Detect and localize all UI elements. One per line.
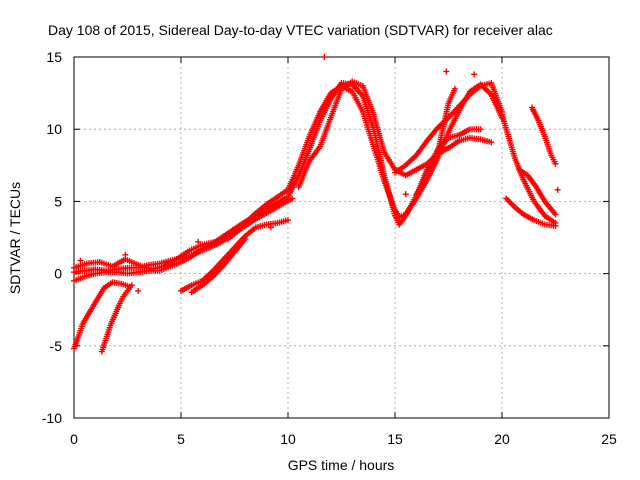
chart-title: Day 108 of 2015, Sidereal Day-to-day VTE… xyxy=(48,22,553,38)
data-point xyxy=(267,224,274,231)
data-point xyxy=(488,139,495,146)
data-point xyxy=(122,251,129,258)
data-point xyxy=(552,211,559,218)
data-point xyxy=(289,195,296,202)
x-axis-label: GPS time / hours xyxy=(288,457,395,473)
data-point xyxy=(451,85,458,92)
x-tick-label: 15 xyxy=(387,431,403,447)
data-point xyxy=(471,71,478,78)
axis-ticks xyxy=(73,56,610,419)
series-track-n xyxy=(528,104,559,167)
y-tick-label: 0 xyxy=(54,266,62,282)
x-tick-label: 10 xyxy=(280,431,296,447)
series-track-j xyxy=(71,195,296,273)
data-point xyxy=(321,54,328,60)
series-track-c xyxy=(295,78,495,190)
y-tick-label: -10 xyxy=(42,410,62,426)
data-point xyxy=(128,282,135,289)
x-tick-label: 25 xyxy=(601,431,617,447)
x-tick-label: 20 xyxy=(494,431,510,447)
data-point xyxy=(135,287,142,294)
data-point xyxy=(552,222,559,229)
data-point xyxy=(554,186,561,193)
grid xyxy=(74,57,609,418)
series-track-b xyxy=(71,79,484,284)
y-tick-label: 15 xyxy=(46,49,62,65)
y-tick-label: 10 xyxy=(46,121,62,137)
data-point xyxy=(77,257,84,264)
data-point xyxy=(477,126,484,133)
series-track-k xyxy=(499,111,559,227)
data-point xyxy=(242,235,249,242)
data-points xyxy=(71,54,561,355)
series-track-e xyxy=(413,85,458,198)
series-track-m xyxy=(516,166,559,218)
series-track-g xyxy=(188,235,249,296)
data-point xyxy=(443,68,450,75)
y-tick-label: 5 xyxy=(54,193,62,209)
series-isolated xyxy=(77,54,561,294)
data-point xyxy=(195,238,202,245)
x-tick-label: 5 xyxy=(177,431,185,447)
plot-frame xyxy=(73,56,610,419)
series-track-h xyxy=(71,279,133,352)
x-tick-label: 0 xyxy=(70,431,78,447)
y-tick-labels: -10 -5 0 5 10 15 xyxy=(42,49,62,426)
series-track-i xyxy=(98,282,135,355)
data-point xyxy=(552,160,559,167)
data-point xyxy=(402,191,409,198)
series-track-l xyxy=(503,195,559,229)
data-point xyxy=(285,217,291,224)
y-axis-label: SDTVAR / TECUs xyxy=(7,182,23,294)
y-tick-label: -5 xyxy=(50,338,63,354)
x-tick-labels: 0 5 10 15 20 25 xyxy=(70,431,617,447)
